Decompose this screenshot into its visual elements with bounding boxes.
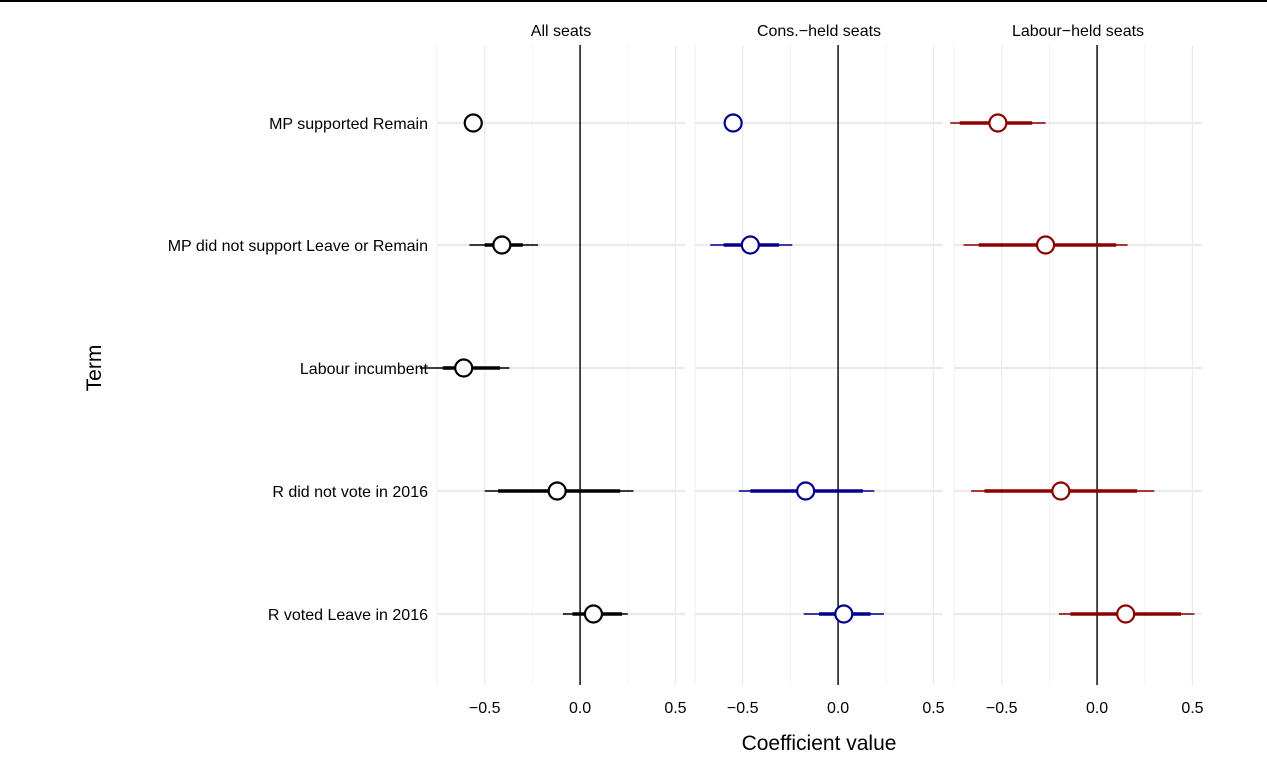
point-estimate — [796, 481, 816, 501]
estimate-all-seats-mp-did-not-support-leave-or-remain — [469, 235, 539, 255]
estimate-all-seats-mp-supported-remain — [463, 113, 483, 133]
x-tick-label: 0.5 — [1181, 700, 1203, 717]
term-label-mp-supported-remain: MP supported Remain — [269, 116, 428, 133]
estimate-cons-held-seats-r-voted-leave-in-2016 — [803, 604, 884, 624]
estimate-all-seats-r-did-not-vote-in-2016 — [484, 481, 634, 501]
grid-layer — [436, 45, 1202, 685]
x-tick-label: 0.5 — [664, 700, 686, 717]
facet-title-cons-held-seats: Cons.−held seats — [757, 23, 881, 40]
estimate-labour-held-seats-r-voted-leave-in-2016 — [1058, 604, 1195, 624]
facet-titles: All seats Cons.−held seats Labour−held sea… — [531, 23, 1144, 40]
point-estimate — [454, 358, 474, 378]
marks — [419, 113, 1195, 624]
point-estimate — [1116, 604, 1136, 624]
x-tick-label: 0.0 — [569, 700, 591, 717]
x-tick-label: −0.5 — [469, 700, 501, 717]
estimate-cons-held-seats-mp-supported-remain — [723, 113, 743, 133]
estimate-all-seats-labour-incumbent — [419, 358, 510, 378]
estimate-cons-held-seats-r-did-not-vote-in-2016 — [738, 481, 875, 501]
term-label-mp-did-not-support-leave-or-remain: MP did not support Leave or Remain — [168, 238, 428, 255]
point-estimate — [834, 604, 854, 624]
point-estimate — [492, 235, 512, 255]
x-tick-label: 0.0 — [827, 700, 849, 717]
term-label-labour-incumbent: Labour incumbent — [300, 361, 429, 378]
estimate-labour-held-seats-mp-supported-remain — [950, 113, 1046, 133]
point-estimate — [583, 604, 604, 624]
point-estimate — [988, 113, 1008, 133]
y-axis-title: Term — [83, 345, 106, 392]
point-estimate — [1035, 235, 1056, 255]
term-label-r-did-not-vote-in-2016: R did not vote in 2016 — [272, 484, 428, 501]
facet-title-all-seats: All seats — [531, 23, 591, 40]
facet-title-labour-held-seats: Labour−held seats — [1012, 23, 1144, 40]
estimate-labour-held-seats-mp-did-not-support-leave-or-remain — [963, 235, 1128, 255]
x-tick-label: −0.5 — [727, 700, 759, 717]
estimate-cons-held-seats-mp-did-not-support-leave-or-remain — [710, 235, 793, 255]
point-estimate — [547, 481, 567, 501]
tick-labels: −0.5 0.0 0.5 −0.5 0.0 0.5 −0.5 0.0 0.5 — [469, 700, 1204, 717]
x-tick-label: −0.5 — [986, 700, 1018, 717]
estimate-labour-held-seats-r-did-not-vote-in-2016 — [971, 481, 1155, 501]
point-estimate — [723, 113, 743, 133]
term-labels: MP supported Remain MP did not support Le… — [168, 116, 429, 624]
zero-lines — [579, 45, 1098, 685]
top-rule — [0, 0, 1267, 2]
estimate-all-seats-r-voted-leave-in-2016 — [562, 604, 628, 624]
x-tick-label: 0.0 — [1086, 700, 1108, 717]
term-label-r-voted-leave-in-2016: R voted Leave in 2016 — [268, 607, 428, 624]
point-estimate — [1051, 481, 1071, 501]
x-axis-title: Coefficient value — [742, 732, 897, 755]
x-tick-label: 0.5 — [922, 700, 944, 717]
point-estimate — [740, 235, 760, 255]
point-estimate — [463, 113, 483, 133]
